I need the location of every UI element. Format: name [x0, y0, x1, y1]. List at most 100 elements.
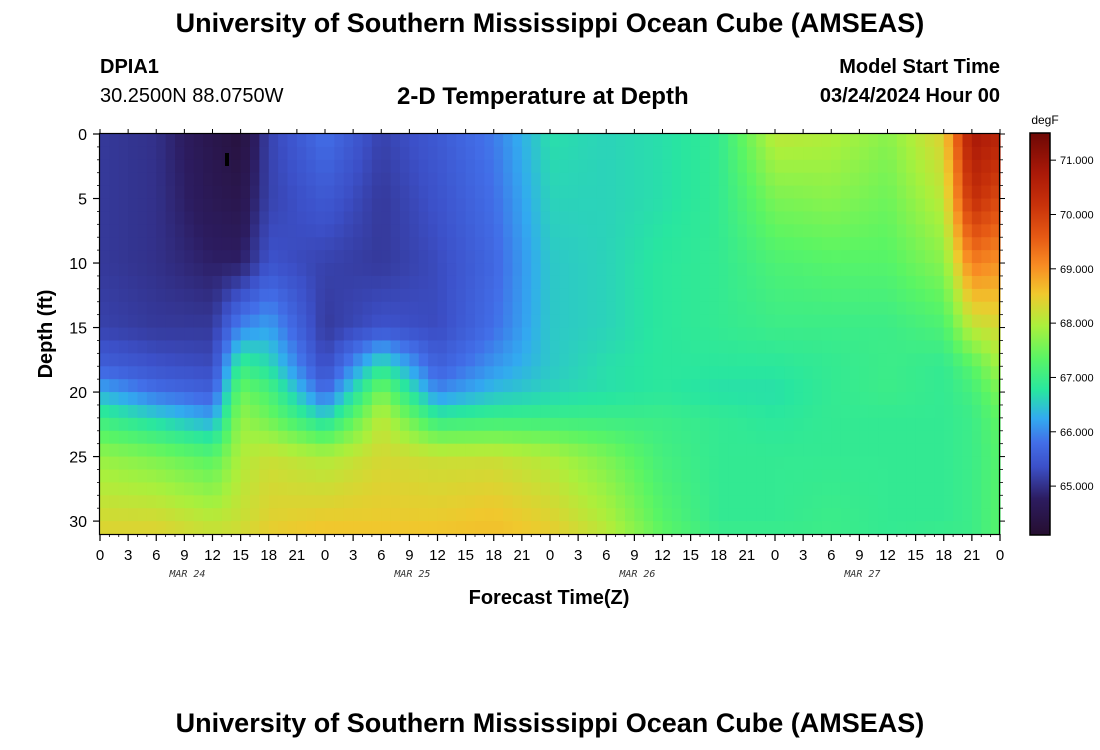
heatmap-cell: [821, 301, 832, 316]
heatmap-cell: [118, 159, 129, 174]
heatmap-cell: [559, 417, 570, 432]
heatmap-cell: [850, 275, 860, 290]
heatmap-cell: [981, 404, 992, 419]
heatmap-cell: [840, 521, 851, 535]
heatmap-cell: [493, 340, 504, 354]
heatmap-cell: [334, 469, 345, 483]
heatmap-cell: [334, 185, 345, 200]
heatmap-cell: [690, 417, 701, 432]
heatmap-cell: [915, 353, 926, 367]
heatmap-cell: [156, 224, 167, 238]
heatmap-cell: [746, 392, 757, 406]
heatmap-cell: [700, 237, 710, 251]
heatmap-cell: [446, 482, 457, 496]
heatmap-cell: [990, 301, 1001, 316]
heatmap-cell: [465, 237, 476, 251]
heatmap-cell: [606, 521, 617, 535]
heatmap-cell: [231, 469, 242, 483]
heatmap-cell: [878, 430, 889, 445]
heatmap-cell: [859, 146, 870, 161]
heatmap-cell: [896, 198, 907, 213]
heatmap-cell: [568, 159, 579, 174]
heatmap-cell: [709, 146, 720, 161]
heatmap-cell: [906, 224, 917, 238]
heatmap-cell: [212, 430, 223, 445]
heatmap-cell: [859, 353, 870, 367]
heatmap-cell: [437, 456, 448, 471]
heatmap-cell: [550, 456, 560, 471]
heatmap-cell: [709, 198, 720, 213]
heatmap-cell: [643, 172, 654, 187]
heatmap-cell: [465, 134, 476, 148]
heatmap-cell: [728, 417, 739, 432]
heatmap-cell: [606, 482, 617, 496]
heatmap-cell: [550, 275, 560, 290]
heatmap-cell: [756, 392, 767, 406]
heatmap-cell: [812, 275, 823, 290]
heatmap-cell: [278, 134, 289, 148]
heatmap-cell: [240, 366, 251, 380]
heatmap-cell: [615, 288, 626, 303]
heatmap-cell: [315, 275, 326, 290]
heatmap-cell: [615, 327, 626, 342]
heatmap-cell: [503, 134, 514, 148]
heatmap-cell: [559, 366, 570, 380]
heatmap-cell: [353, 469, 364, 483]
heatmap-cell: [156, 198, 167, 213]
heatmap-cell: [615, 456, 626, 471]
heatmap-cell: [587, 404, 598, 419]
heatmap-cell: [746, 430, 757, 445]
heatmap-cell: [559, 430, 570, 445]
heatmap-cell: [887, 417, 898, 432]
heatmap-cell: [100, 379, 110, 393]
heatmap-cell: [540, 275, 551, 290]
heatmap-cell: [390, 301, 401, 316]
heatmap-cell: [896, 224, 907, 238]
heatmap-cell: [193, 172, 204, 187]
heatmap-cell: [437, 250, 448, 264]
heatmap-cell: [887, 456, 898, 471]
heatmap-cell: [259, 327, 270, 342]
heatmap-cell: [259, 185, 270, 200]
heatmap-cell: [990, 224, 1001, 238]
heatmap-cell: [587, 198, 598, 213]
heatmap-cell: [465, 353, 476, 367]
heatmap-cell: [850, 263, 860, 277]
heatmap-cell: [550, 211, 560, 225]
heatmap-cell: [390, 417, 401, 432]
heatmap-cell: [175, 521, 185, 535]
heatmap-cell: [325, 172, 335, 187]
heatmap-cell: [653, 417, 664, 432]
heatmap-cell: [128, 224, 139, 238]
heatmap-cell: [175, 404, 185, 419]
heatmap-cell: [175, 146, 185, 161]
heatmap-cell: [203, 301, 214, 316]
heatmap-cell: [634, 224, 645, 238]
heatmap-cell: [128, 172, 139, 187]
heatmap-cell: [521, 430, 532, 445]
heatmap-cell: [559, 237, 570, 251]
heatmap-cell: [475, 263, 485, 277]
heatmap-cell: [821, 237, 832, 251]
heatmap-cell: [118, 495, 129, 509]
heatmap-cell: [821, 198, 832, 213]
heatmap-cell: [896, 508, 907, 522]
heatmap-cell: [315, 134, 326, 148]
heatmap-cell: [596, 456, 607, 471]
heatmap-cell: [175, 495, 185, 509]
heatmap-cell: [334, 314, 345, 329]
heatmap-cell: [278, 275, 289, 290]
heatmap-cell: [793, 250, 804, 264]
heatmap-cell: [981, 430, 992, 445]
heatmap-cell: [578, 430, 589, 445]
heatmap-cell: [587, 469, 598, 483]
heatmap-cell: [128, 211, 139, 225]
heatmap-cell: [831, 508, 842, 522]
heatmap-cell: [390, 224, 401, 238]
heatmap-cell: [409, 417, 420, 432]
heatmap-cell: [728, 366, 739, 380]
heatmap-cell: [784, 495, 795, 509]
heatmap-cell: [259, 198, 270, 213]
heatmap-cell: [681, 301, 692, 316]
heatmap-cell: [728, 482, 739, 496]
